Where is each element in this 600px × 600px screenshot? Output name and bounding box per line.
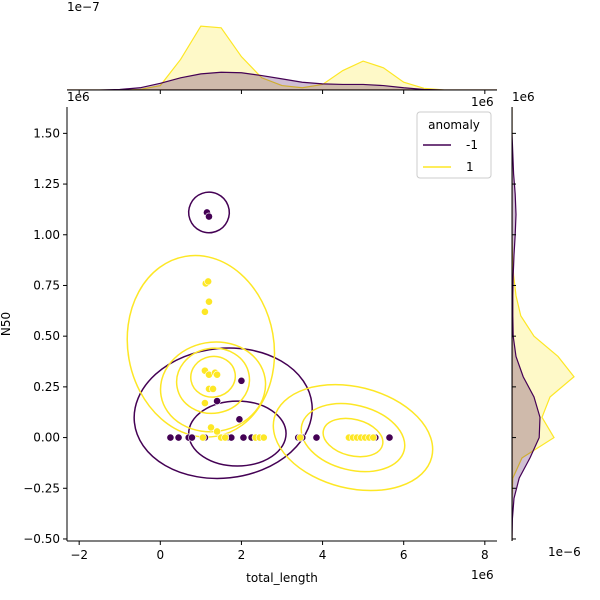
- kde-contour-pos-7: [272, 383, 434, 492]
- y-tick-label: 0.00: [33, 431, 60, 445]
- top-marginal-kde: [67, 25, 497, 90]
- scatter-point-pos-3: [201, 307, 209, 316]
- y-tick-label: −0.25: [23, 481, 60, 495]
- legend-label-neg: -1: [466, 138, 478, 152]
- kde-contour-pos-6: [190, 355, 237, 398]
- scatter-point-neg-17: [312, 433, 321, 442]
- scatter-point-pos-0: [198, 433, 207, 442]
- right-marginal-kde: [512, 107, 575, 541]
- right-marginal-ticks: [512, 132, 516, 540]
- y-offset-text: 1e6: [67, 90, 90, 104]
- scatter-point-neg-13: [239, 433, 248, 442]
- kde-contour-pos-8: [300, 402, 406, 473]
- y-tick-label: 0.75: [33, 278, 60, 292]
- y-tick-label: 1.25: [33, 177, 60, 191]
- x-tick-label: 0: [156, 548, 164, 562]
- y-tick-label: 0.25: [33, 380, 60, 394]
- scatter-point-neg-1: [174, 433, 183, 442]
- x-axis-ticks: −2 0 2 4 6 8: [70, 541, 489, 562]
- y-tick-label: 0.50: [33, 329, 60, 343]
- scatter-point-pos-1: [201, 399, 209, 407]
- x-tick-label: 2: [238, 548, 246, 562]
- x-tick-label: 4: [319, 548, 327, 562]
- x-tick-label: 6: [400, 548, 408, 562]
- scatter-point-neg-12: [237, 376, 246, 385]
- scatter-point-pos-19: [296, 433, 305, 442]
- y-tick-label: 1.00: [33, 228, 60, 242]
- scatter-point-neg-0: [166, 433, 175, 442]
- scatter-point-pos-13: [213, 427, 221, 436]
- top-kde-neg: [67, 71, 497, 90]
- scatter-point-pos-26: [369, 433, 378, 442]
- kde-contours: [126, 191, 434, 492]
- top-marginal-ticks: [78, 90, 486, 94]
- legend-label-pos: 1: [466, 160, 474, 174]
- scatter-point-pos-18: [259, 433, 268, 442]
- scatter-point-neg-6: [205, 212, 213, 221]
- right-kde-pos: [512, 107, 575, 541]
- kde-contour-pos-5: [175, 347, 251, 415]
- right-marginal-bottom-offset-text: 1e−6: [548, 545, 581, 559]
- kde-contour-neg-2: [187, 191, 231, 234]
- scatter-point-pos-10: [209, 384, 217, 393]
- kde-contour-neg-1: [187, 400, 287, 467]
- scatter-point-neg-19: [385, 433, 394, 442]
- right-kde-neg: [512, 107, 541, 541]
- scatter-point-pos-9: [207, 423, 215, 432]
- scatter-point-pos-5: [204, 277, 213, 286]
- y-axis-ticks: −0.50 −0.25 0.00 0.25 0.50 0.75 1.00 1.25 1.50: [23, 126, 67, 546]
- top-marginal-offset-text: 1e−7: [67, 0, 100, 14]
- scatter-point-neg-11: [235, 415, 244, 424]
- right-marginal-offset-text: 1e6: [512, 90, 535, 104]
- kde-contour-pos-9: [322, 417, 384, 458]
- scatter-point-pos-6: [205, 297, 213, 306]
- scatter-points: [166, 208, 394, 442]
- legend: anomaly -1 1: [416, 111, 492, 179]
- y-tick-label: −0.50: [23, 532, 60, 546]
- x-tick-label: 8: [481, 548, 489, 562]
- scatter-point-pos-12: [213, 370, 221, 379]
- y-tick-label: 1.50: [33, 126, 60, 140]
- y-axis-label: N50: [0, 312, 13, 336]
- scatter-point-pos-15: [221, 433, 230, 442]
- top-marginal-right-offset-text: 1e6: [471, 95, 494, 109]
- scatter-point-neg-7: [213, 397, 221, 405]
- legend-frame: [416, 111, 492, 179]
- legend-title: anomaly: [428, 118, 480, 132]
- x-axis-label: total_length: [246, 571, 318, 585]
- x-tick-label: −2: [70, 548, 88, 562]
- scatter-point-neg-3: [188, 433, 196, 442]
- x-offset-text: 1e6: [471, 568, 494, 582]
- kde-contour-pos-3: [126, 254, 276, 438]
